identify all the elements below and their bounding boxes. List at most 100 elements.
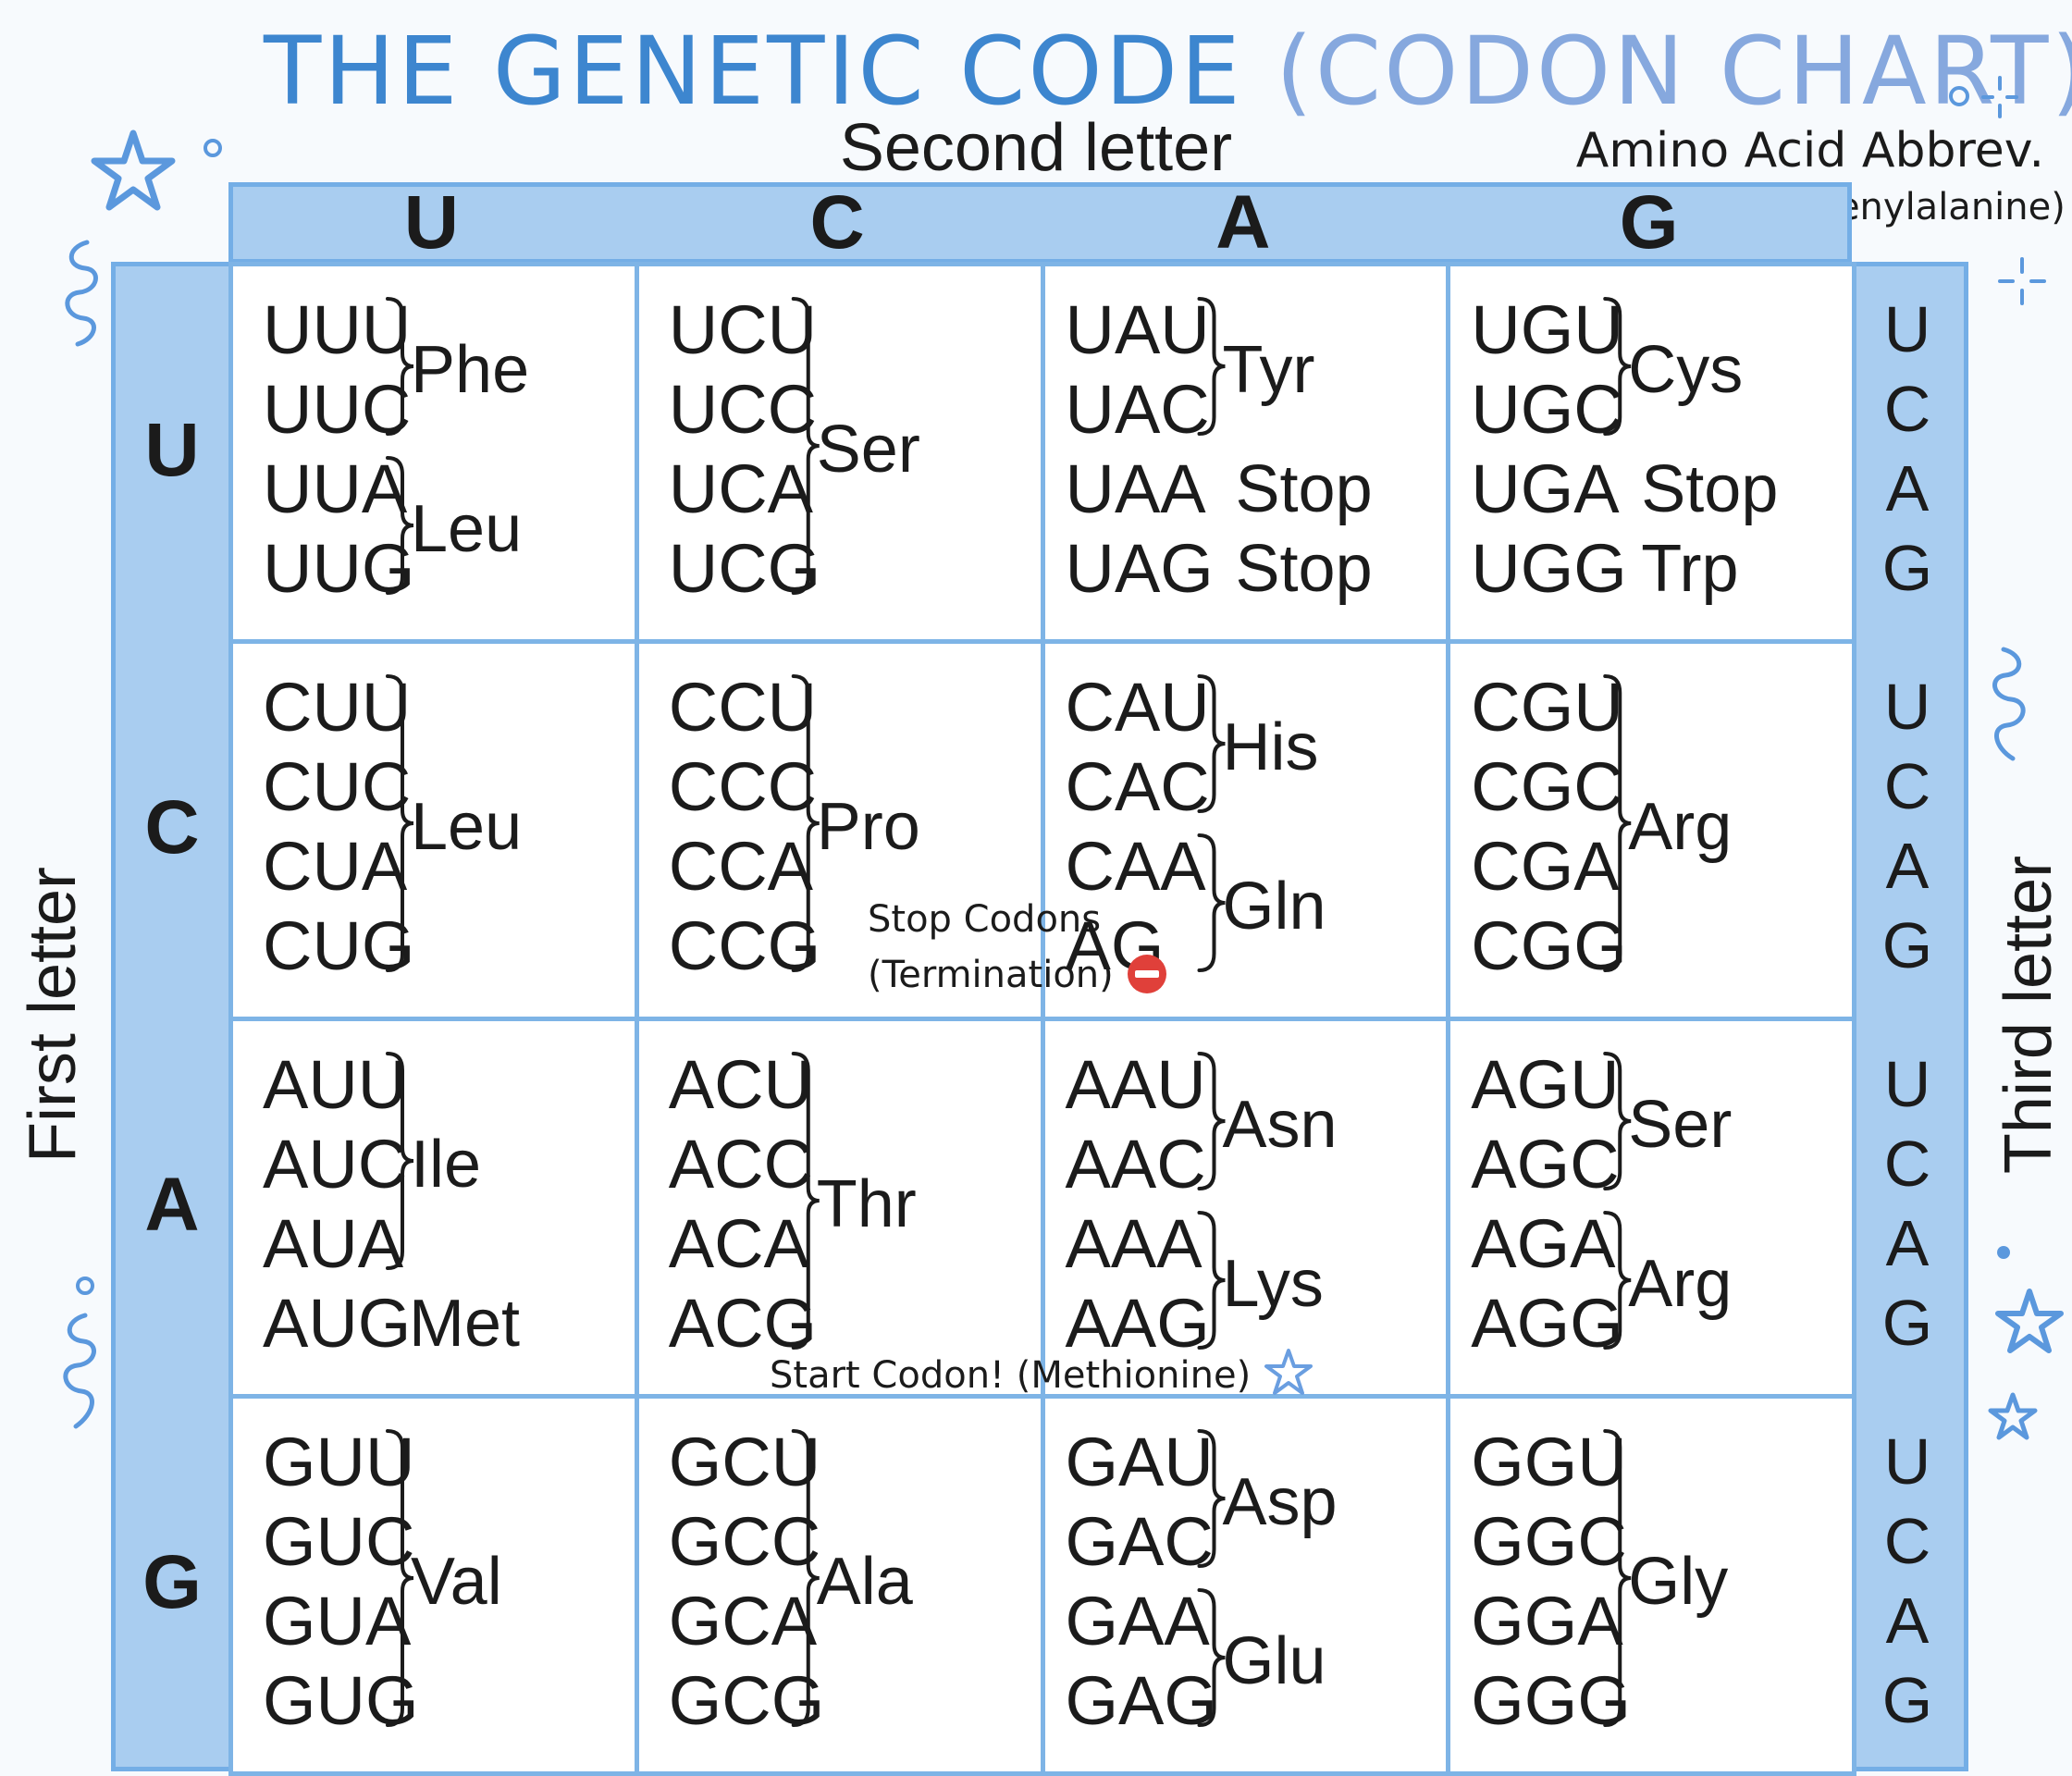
amino-acid-label: Arg xyxy=(1628,790,1733,864)
codon-cell-au: AUU AUC AUA AUG Ile Met xyxy=(228,1017,639,1399)
third-letter-a-a: A xyxy=(1885,1207,1930,1279)
col-header-a: A xyxy=(1215,180,1271,265)
col-header-u: U xyxy=(403,180,459,265)
row-header-g: G xyxy=(142,1540,202,1624)
stop-codons-note-line2-text: (Termination) xyxy=(868,954,1114,996)
codon-cuu: CUU xyxy=(263,669,412,746)
codon-guc: GUC xyxy=(263,1503,415,1580)
legend-title: Amino Acid Abbrev. xyxy=(1575,123,2044,179)
codon-cell-uu: UUU UUC UUA UUG Phe Leu xyxy=(228,262,639,644)
third-letter-u-u: U xyxy=(1883,293,1931,365)
stop-codons-note-line2: (Termination) xyxy=(868,951,1169,999)
start-codon-note-text: Start Codon! (Methionine) xyxy=(770,1354,1252,1397)
codon-uag: UAG xyxy=(1065,530,1214,607)
codon-gag: GAG xyxy=(1065,1662,1217,1739)
stop-codons-note-line1: Stop Codons xyxy=(868,898,1102,941)
codon-gug: GUG xyxy=(263,1662,419,1739)
codon-ggg: GGG xyxy=(1471,1662,1631,1739)
codon-agc: AGC xyxy=(1471,1126,1620,1202)
title-sub: (CODON CHART) xyxy=(1276,17,2072,127)
codon-grid: UUU UUC UUA UUG Phe Leu UCU UCC UCA UCG Ser UAU UAC U… xyxy=(228,262,1856,1776)
col-header-g: G xyxy=(1619,180,1679,265)
amino-acid-label: Gly xyxy=(1628,1545,1729,1619)
codon-uuc: UUC xyxy=(263,371,412,448)
amino-acid-label: Stop xyxy=(1235,452,1373,526)
stop-sign-icon xyxy=(1128,955,1167,993)
codon-ucc: UCC xyxy=(668,371,818,448)
codon-aga: AGA xyxy=(1471,1205,1616,1282)
codon-cau: CAU xyxy=(1065,669,1210,746)
amino-acid-label: Asp xyxy=(1222,1465,1338,1539)
codon-ccg: CCG xyxy=(668,907,821,984)
codon-gac: GAC xyxy=(1065,1503,1214,1580)
codon-uga: UGA xyxy=(1471,450,1620,527)
sparkle-doodle-icon-2 xyxy=(1998,257,2046,305)
codon-ucu: UCU xyxy=(668,291,818,368)
codon-cell-ga: GAU GAC GAA GAG Asp Glu xyxy=(1040,1394,1451,1776)
codon-gua: GUA xyxy=(263,1583,412,1659)
amino-acid-label: Stop xyxy=(1641,452,1779,526)
codon-cell-cu: CUU CUC CUA CUG Leu xyxy=(228,639,639,1021)
codon-caa: CAA xyxy=(1065,828,1206,905)
codon-cgg: CGG xyxy=(1471,907,1627,984)
sparkle-doodle-icon xyxy=(1949,76,2018,118)
codon-cga: CGA xyxy=(1471,828,1620,905)
star-doodle-icon xyxy=(91,130,176,211)
codon-cell-gu: GUU GUC GUA GUG Val xyxy=(228,1394,639,1776)
amino-acid-label: Cys xyxy=(1628,333,1744,407)
start-codon-note: Start Codon! (Methionine) xyxy=(770,1347,1314,1400)
squiggle-doodle-icon-2 xyxy=(1992,647,2026,761)
codon-gga: GGA xyxy=(1471,1583,1623,1659)
codon-guu: GUU xyxy=(263,1424,415,1500)
codon-aaa: AAA xyxy=(1065,1205,1202,1282)
codon-cca: CCA xyxy=(668,828,813,905)
third-letter-c-u: U xyxy=(1883,671,1931,743)
codon-aag: AAG xyxy=(1065,1285,1210,1362)
amino-acid-label: Stop xyxy=(1235,532,1373,606)
third-letter-g-c: C xyxy=(1883,1505,1931,1577)
amino-acid-label: Met xyxy=(409,1287,521,1361)
third-letter-g-u: U xyxy=(1883,1425,1931,1498)
row-header-c: C xyxy=(144,785,200,870)
amino-acid-label: Ser xyxy=(1628,1088,1733,1162)
star-doodle-icon-3 xyxy=(1988,1392,2038,1440)
amino-acid-label: Tyr xyxy=(1222,333,1315,407)
third-letter-a-u: U xyxy=(1883,1048,1931,1120)
squiggle-doodle-icon xyxy=(65,240,98,347)
circle-doodle-icon xyxy=(204,139,222,157)
third-letter-u-g: G xyxy=(1881,532,1933,604)
amino-acid-label: Pro xyxy=(816,790,920,864)
amino-acid-label: Thr xyxy=(816,1167,917,1241)
first-letter-label: First letter xyxy=(16,866,90,1164)
codon-acu: ACU xyxy=(668,1046,813,1123)
codon-ucg: UCG xyxy=(668,530,821,607)
squiggle-doodle-icon-3 xyxy=(63,1313,96,1429)
codon-gaa: GAA xyxy=(1065,1583,1210,1659)
amino-acid-label: Glu xyxy=(1222,1624,1326,1698)
codon-cell-ac: ACU ACC ACA ACG Thr xyxy=(634,1017,1045,1399)
third-letter-g-a: A xyxy=(1885,1585,1930,1657)
third-letter-g-g: G xyxy=(1881,1664,1933,1736)
third-letter-a-c: C xyxy=(1883,1128,1931,1200)
codon-uca: UCA xyxy=(668,450,813,527)
codon-aug: AUG xyxy=(263,1285,412,1362)
third-letter-u-a: A xyxy=(1885,452,1930,524)
codon-cgu: CGU xyxy=(1471,669,1623,746)
third-letter-c-g: G xyxy=(1881,909,1933,981)
amino-acid-label: Ser xyxy=(816,413,920,487)
stop-codons-note: Stop Codons (Termination) xyxy=(868,895,1169,999)
codon-aca: ACA xyxy=(668,1205,809,1282)
codon-aua: AUA xyxy=(263,1205,404,1282)
codon-cell-ag: AGU AGC AGA AGG Ser Arg xyxy=(1446,1017,1856,1399)
amino-acid-label: His xyxy=(1222,710,1319,784)
amino-acid-label: Asn xyxy=(1222,1088,1338,1162)
codon-gcc: GCC xyxy=(668,1503,821,1580)
codon-cell-aa: AAU AAC AAA AAG Asn Lys xyxy=(1040,1017,1451,1399)
amino-acid-label: Val xyxy=(411,1545,502,1619)
codon-uau: UAU xyxy=(1065,291,1210,368)
amino-acid-label: Trp xyxy=(1641,532,1739,606)
codon-uuu: UUU xyxy=(263,291,412,368)
title-main: THE GENETIC CODE xyxy=(264,17,1243,127)
third-letter-c-a: A xyxy=(1885,830,1930,902)
codon-gca: GCA xyxy=(668,1583,818,1659)
